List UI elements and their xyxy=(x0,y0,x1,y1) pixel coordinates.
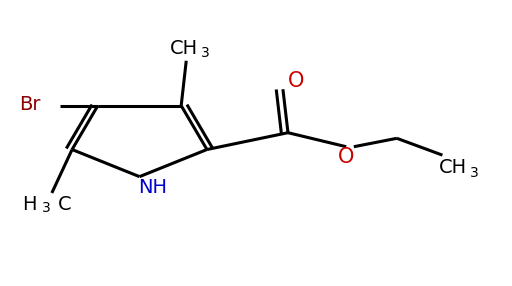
Text: H: H xyxy=(22,195,36,214)
Text: 3: 3 xyxy=(201,46,210,60)
Text: NH: NH xyxy=(138,178,167,197)
Text: CH: CH xyxy=(169,39,198,58)
Text: C: C xyxy=(58,195,71,214)
Text: 3: 3 xyxy=(470,166,479,180)
Text: Br: Br xyxy=(19,95,40,114)
Text: O: O xyxy=(338,147,354,167)
Text: CH: CH xyxy=(438,158,466,177)
Text: O: O xyxy=(287,71,304,91)
Text: 3: 3 xyxy=(42,201,51,215)
